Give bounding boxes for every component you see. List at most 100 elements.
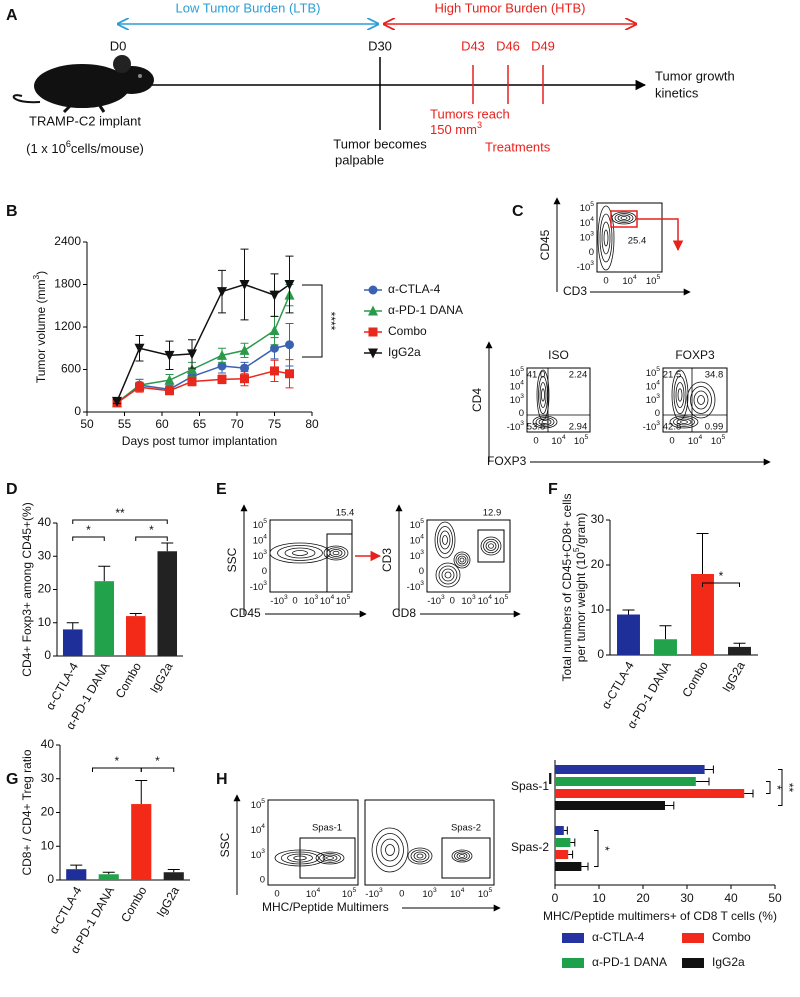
plot-frame [662, 367, 728, 433]
y-axis-label: SSC [218, 832, 232, 857]
x-tick-label-part: 10 [422, 889, 433, 900]
x-tick-label: -103 [270, 594, 288, 606]
y-tick-label: 104 [646, 380, 661, 392]
y-tick-label-sup: 3 [261, 848, 265, 855]
contour [456, 852, 468, 860]
bar [654, 639, 677, 655]
x-tick-label-part: -10 [270, 596, 284, 607]
kinetics-label: Tumor growth [655, 68, 735, 83]
y-tick-label: 105 [253, 518, 268, 530]
palpable-label: Tumor becomes [333, 136, 427, 151]
legend-label: Combo [712, 930, 751, 944]
dose-label: (1 x 106cells/mouse) [26, 139, 144, 156]
error-bar [102, 871, 115, 875]
y-tick-label: 1200 [54, 319, 81, 333]
y-tick-label-part: 10 [510, 395, 521, 406]
point [164, 374, 175, 385]
y-tick-label-sup: 3 [520, 420, 524, 427]
contour [603, 229, 609, 247]
y-tick-label: -103 [250, 580, 268, 592]
y-tick-label: 10 [591, 602, 605, 616]
y-tick-label: 104 [510, 380, 525, 392]
contour [620, 216, 628, 220]
contour [413, 851, 427, 861]
contour [459, 557, 465, 563]
y-tick-label-sup: 4 [520, 380, 524, 387]
gate [299, 837, 356, 879]
x-tick-label-sup: 4 [330, 594, 334, 601]
y-tick-label: -103 [577, 260, 595, 272]
contour [332, 550, 340, 556]
significance-bracket [72, 536, 105, 541]
dose-label-part: cells/mouse) [71, 141, 144, 156]
x-tick-label: 105 [478, 887, 493, 899]
x-tick-label-sup: 5 [721, 434, 725, 441]
contour [686, 381, 716, 419]
contour [322, 854, 338, 862]
x-tick-label-sup: 5 [656, 274, 660, 281]
error-bar [695, 777, 710, 786]
contour [269, 542, 331, 564]
y-tick-label-sup: 3 [590, 231, 594, 238]
treatments-label: Treatments [485, 139, 551, 154]
plot-frame [267, 799, 359, 886]
contour [329, 549, 343, 557]
x-tick-label-part: -10 [427, 596, 441, 607]
contour [453, 551, 471, 569]
reach-label-sup: 3 [477, 120, 482, 130]
y-tick-label: -103 [407, 580, 425, 592]
y-tick-label: 103 [251, 848, 266, 860]
day-label: D30 [368, 38, 392, 53]
series-line [116, 294, 291, 404]
significance-label: * [598, 846, 612, 851]
contour [485, 541, 497, 551]
bar [62, 629, 83, 656]
y-axis-label-sup: 5 [571, 547, 581, 552]
y-axis-label: CD8+ / CD4+ Treg ratio [20, 749, 34, 875]
significance-bracket [92, 767, 142, 772]
significance-bracket [766, 781, 771, 794]
error-bar [135, 779, 148, 805]
y-tick-label-sup: 5 [263, 518, 267, 525]
palpable-label: palpable [335, 152, 384, 167]
y-tick-label: 104 [410, 534, 425, 546]
y-tick-label-part: -10 [250, 582, 264, 593]
x-tick-label-part: 10 [320, 596, 331, 607]
y-tick-label: 104 [253, 534, 268, 546]
bar [691, 574, 714, 655]
contour [673, 375, 687, 415]
gate-value: 2.94 [569, 422, 588, 433]
x-tick-label: 60 [155, 417, 169, 431]
x-axis-label: CD45 [230, 606, 261, 620]
y-tick-label-sup: 3 [420, 580, 424, 587]
significance-bracket [594, 830, 599, 867]
y-tick-label: Spas-1 [511, 779, 549, 793]
y-tick-label: 0 [597, 647, 604, 661]
gate-arrow [637, 218, 684, 252]
x-tick-label-sup: 4 [698, 434, 702, 441]
y-tick-label: 600 [61, 362, 81, 376]
error-bar [733, 642, 746, 647]
point [165, 386, 174, 396]
y-tick-label-part: 10 [410, 535, 421, 546]
x-tick-label-part: 10 [622, 276, 633, 287]
implant-label: TRAMP-C2 implant [29, 113, 141, 128]
x-tick-label: 65 [193, 417, 207, 431]
gate [441, 837, 491, 879]
contour [385, 844, 395, 856]
gate-value: 21.5 [663, 370, 682, 381]
legend-swatch [562, 958, 584, 968]
x-tick-label-sup: 4 [562, 434, 566, 441]
bar [163, 872, 184, 880]
y-tick-label: 105 [510, 366, 525, 378]
y-tick-label: 105 [646, 366, 661, 378]
gate-value: Spas-2 [451, 823, 481, 834]
x-axis-label: FOXP3 [487, 454, 527, 468]
contour [410, 849, 430, 863]
reach-label: 150 mm3 [430, 120, 482, 137]
gate-value: 0.99 [705, 422, 724, 433]
x-tick-label: 105 [342, 887, 357, 899]
y-tick-label: 103 [253, 549, 268, 561]
x-tick-label-part: 10 [574, 436, 585, 447]
contour [315, 851, 345, 865]
